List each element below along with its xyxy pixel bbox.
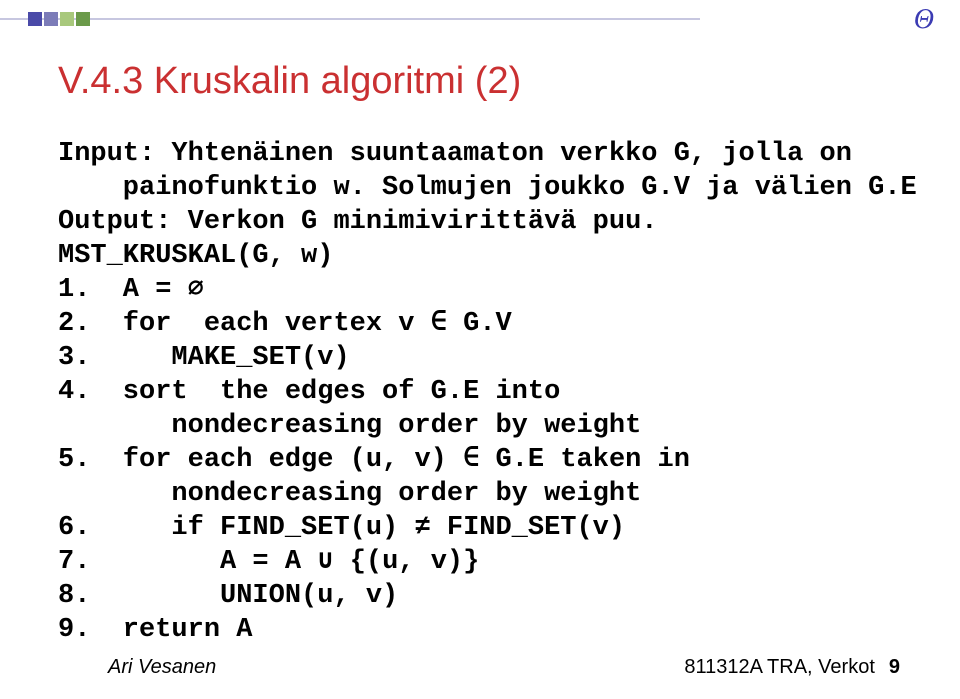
footer-page-number: 9 (889, 656, 900, 678)
header-line (0, 18, 700, 20)
theta-symbol: Θ (914, 4, 934, 36)
footer-course: 811312A TRA, Verkot (684, 656, 875, 678)
footer-right: 811312A TRA, Verkot 9 (684, 656, 900, 679)
algorithm-code: Input: Yhtenäinen suuntaamaton verkko G,… (58, 137, 898, 647)
decor-square (76, 12, 90, 26)
decor-square (28, 12, 42, 26)
slide-content: V.4.3 Kruskalin algoritmi (2) Input: Yht… (58, 60, 898, 647)
header-squares (28, 12, 92, 26)
header-decoration (0, 18, 700, 20)
footer-author: Ari Vesanen (108, 656, 216, 679)
slide-title: V.4.3 Kruskalin algoritmi (2) (58, 60, 898, 103)
decor-square (60, 12, 74, 26)
decor-square (44, 12, 58, 26)
